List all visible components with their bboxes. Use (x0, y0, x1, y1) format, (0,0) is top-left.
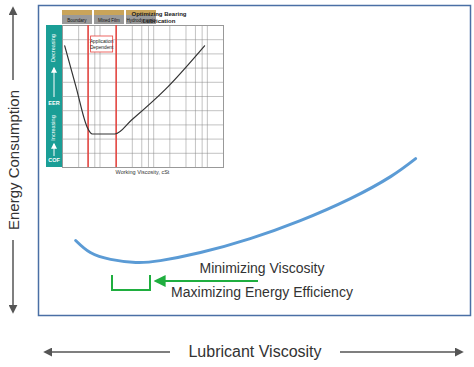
svg-text:COF: COF (48, 157, 60, 163)
svg-text:Mixed Film: Mixed Film (98, 18, 120, 23)
svg-text:Boundary: Boundary (67, 18, 87, 23)
svg-text:Optimizing Bearing: Optimizing Bearing (131, 11, 186, 17)
svg-text:Increasing: Increasing (50, 115, 56, 140)
svg-text:Energy Consumption: Energy Consumption (5, 90, 22, 230)
svg-text:Hydrodynamic: Hydrodynamic (126, 18, 156, 23)
svg-text:Maximizing Energy Efficiency: Maximizing Energy Efficiency (171, 284, 353, 300)
svg-text:Dependent: Dependent (90, 45, 114, 50)
svg-text:EER: EER (48, 100, 59, 106)
svg-text:Minimizing Viscosity: Minimizing Viscosity (200, 260, 325, 276)
svg-text:Application: Application (90, 39, 114, 44)
svg-text:Working Viscosity, cSt: Working Viscosity, cSt (116, 169, 170, 175)
svg-text:Decreasing: Decreasing (50, 34, 56, 62)
svg-text:Lubricant Viscosity: Lubricant Viscosity (188, 343, 321, 360)
svg-text:Lubrication: Lubrication (143, 18, 176, 24)
